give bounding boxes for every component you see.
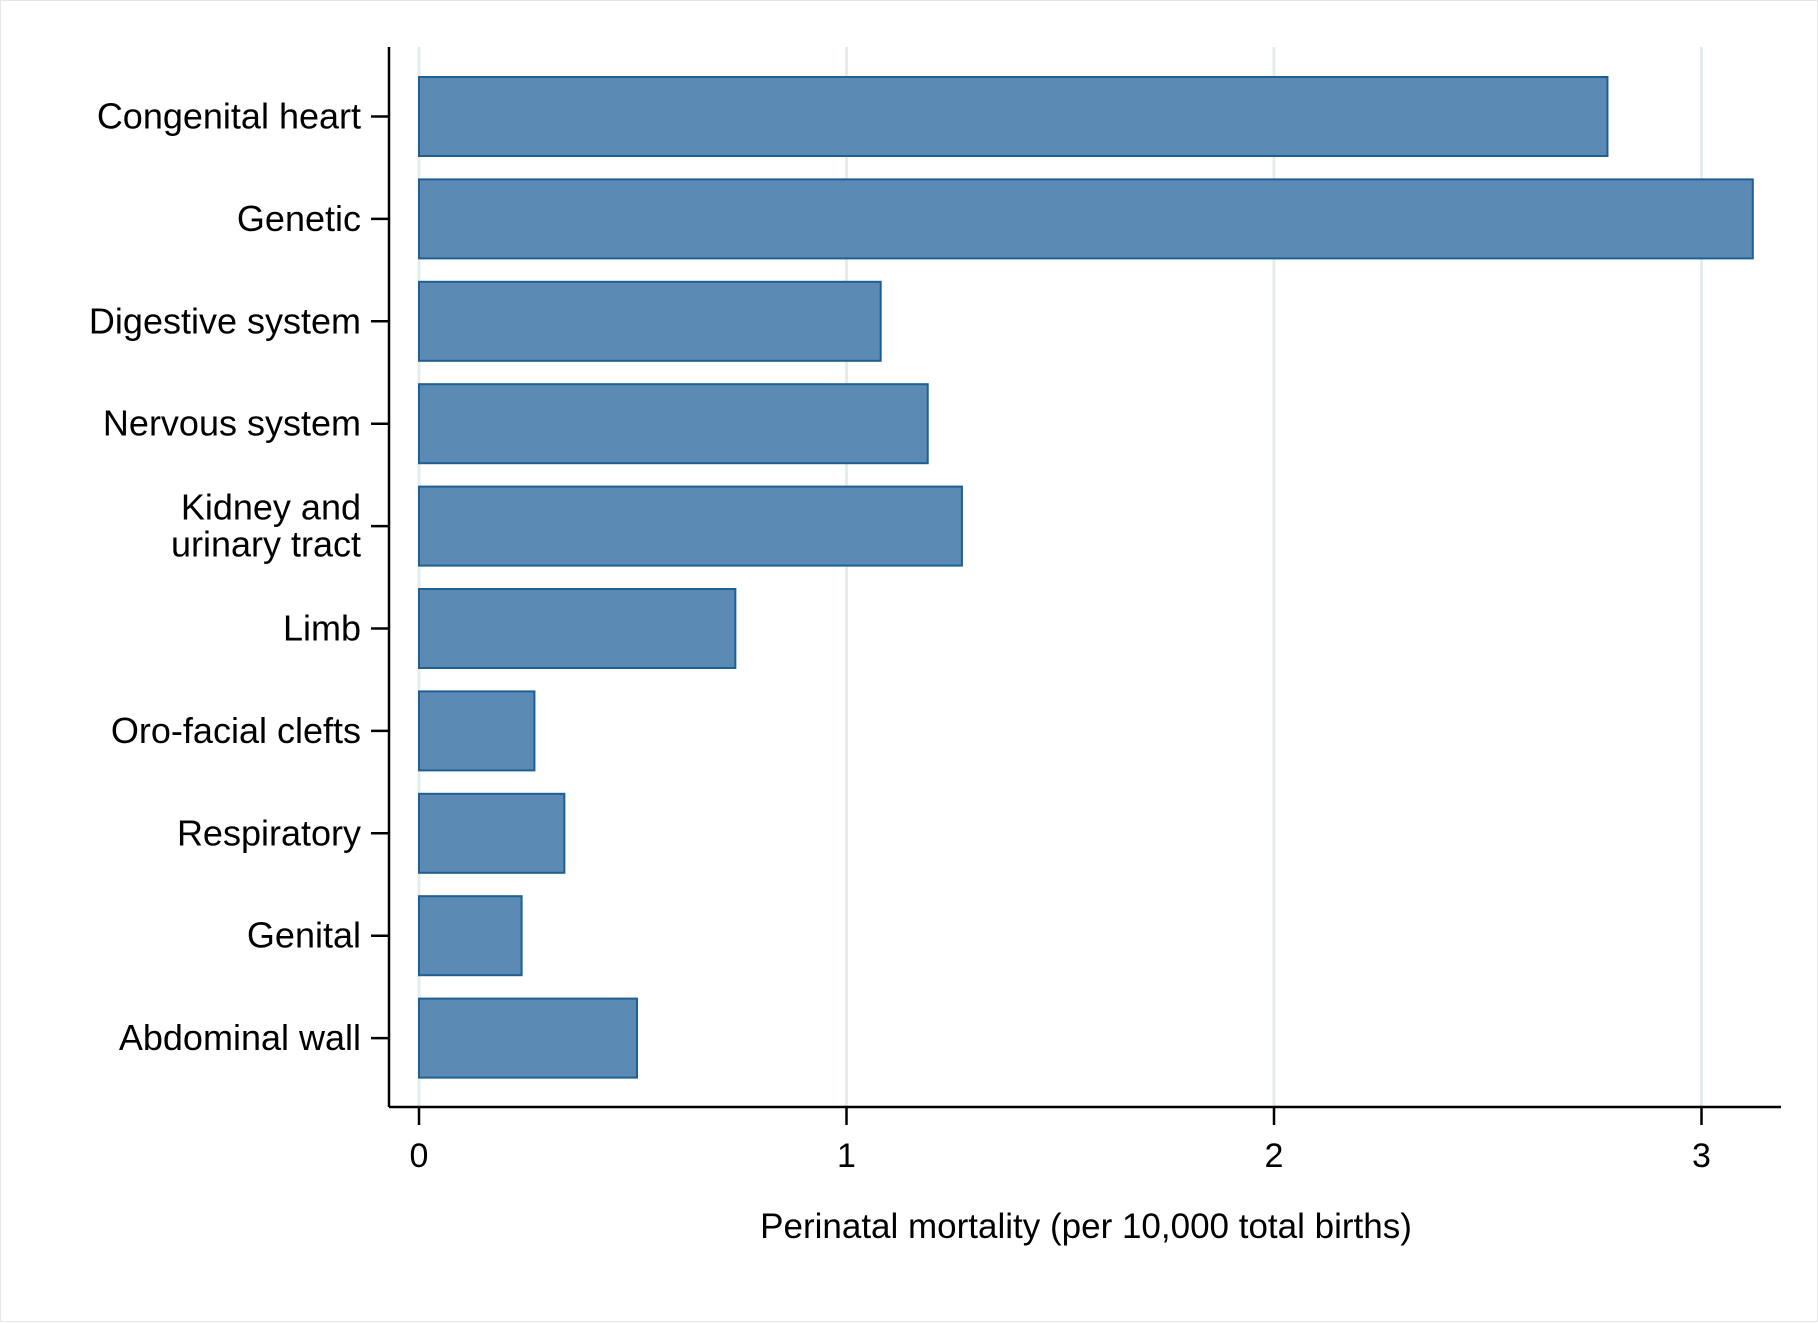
- x-axis-ticks: 0 1 2 3: [410, 1107, 1711, 1175]
- bars: [418, 76, 1754, 1079]
- bar-4: [418, 485, 963, 567]
- bar-7: [418, 792, 566, 874]
- category-label-9: Abdominal wall: [119, 1017, 361, 1058]
- category-label-line: Oro-facial clefts: [111, 710, 361, 751]
- category-label-8: Genital: [247, 915, 361, 956]
- x-tick-label-3: 3: [1692, 1137, 1711, 1175]
- category-label-line: Genital: [247, 915, 361, 956]
- bar-2: [418, 280, 882, 362]
- bar-9: [418, 997, 639, 1079]
- category-label-line: Digestive system: [89, 300, 361, 341]
- y-axis-ticks: Congenital heart Genetic Digestive system N…: [89, 96, 389, 1058]
- x-tick-label-0: 0: [410, 1137, 429, 1175]
- category-label-6: Oro-facial clefts: [111, 710, 361, 751]
- category-label-3: Nervous system: [103, 403, 361, 444]
- x-axis-title: Perinatal mortality (per 10,000 total bi…: [760, 1207, 1412, 1246]
- category-label-line: Respiratory: [177, 812, 361, 853]
- bar-8: [418, 895, 523, 977]
- bar-6: [418, 690, 536, 772]
- x-tick-label-1: 1: [837, 1137, 856, 1175]
- category-label-line: Kidney and: [181, 487, 361, 528]
- category-label-4: Kidney and urinary tract: [171, 487, 361, 565]
- bar-0: [418, 76, 1609, 157]
- category-label-line: urinary tract: [171, 524, 361, 565]
- category-label-0: Congenital heart: [97, 96, 361, 137]
- category-label-line: Nervous system: [103, 403, 361, 444]
- category-label-1: Genetic: [237, 198, 361, 239]
- category-label-line: Abdominal wall: [119, 1017, 361, 1058]
- category-label-line: Limb: [283, 608, 361, 649]
- category-label-2: Digestive system: [89, 300, 361, 341]
- x-tick-label-2: 2: [1265, 1137, 1284, 1175]
- axes: [387, 47, 1781, 1109]
- bar-5: [418, 588, 737, 669]
- category-label-line: Congenital heart: [97, 96, 361, 137]
- bar-1: [418, 178, 1754, 260]
- category-label-7: Respiratory: [177, 812, 361, 853]
- category-label-line: Genetic: [237, 198, 361, 239]
- bar-3: [418, 383, 929, 465]
- category-label-5: Limb: [283, 608, 361, 649]
